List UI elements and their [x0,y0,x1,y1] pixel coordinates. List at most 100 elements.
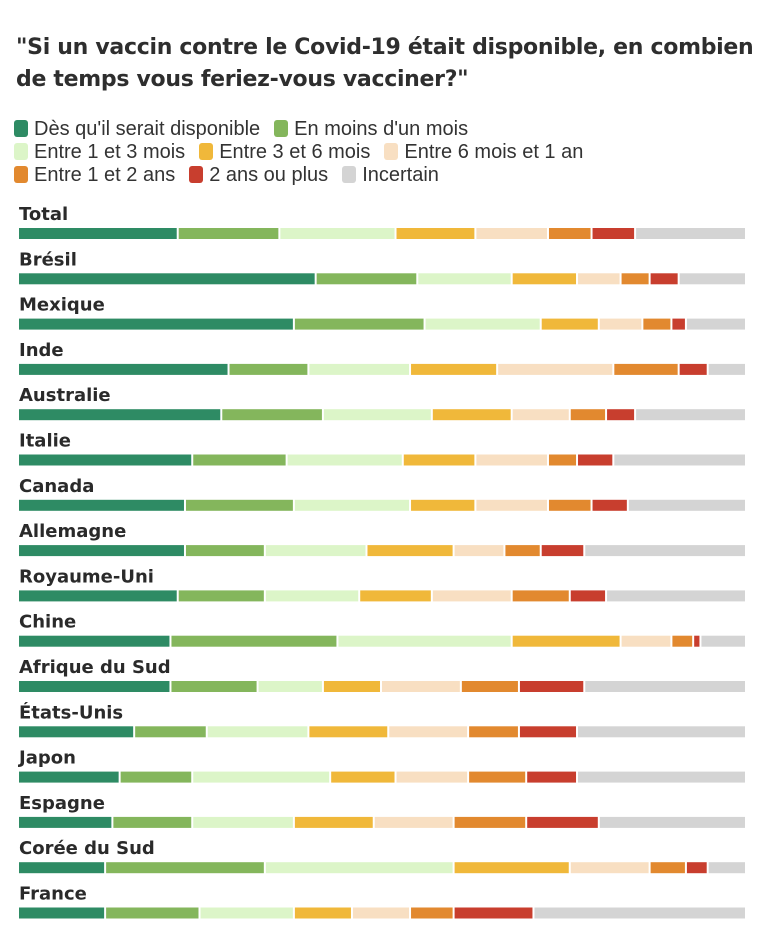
row-label: Afrique du Sud [19,657,171,678]
bar-segment [178,228,279,239]
bar-segment [171,635,337,647]
bar-segment [287,454,402,466]
bar-segment [19,228,177,239]
legend-item: Entre 1 et 2 ans [14,164,175,187]
bar-segment [686,318,745,330]
bar-segment [193,454,286,466]
bar-segment [411,499,475,511]
legend-label: Entre 1 et 3 mois [34,141,186,163]
bar-segment [309,726,388,738]
bar-segment [672,318,685,330]
bar-segment [135,726,206,738]
bar-segment [382,681,460,692]
bar-segment [476,228,547,239]
legend-swatch [199,143,214,160]
bar-segment [265,590,359,602]
bar-segment [19,363,228,375]
bar-segment [694,635,700,647]
bar-segment [469,771,526,783]
legend-swatch [14,166,28,183]
bar-segment [512,409,569,421]
bar-segment [476,454,547,466]
bar-segment [548,499,591,511]
bar-segment [323,409,431,421]
bar-segment [672,635,693,647]
bar-segment [650,273,678,285]
legend-swatch [14,120,28,137]
bar-segment [294,816,373,828]
bar-segment [578,726,745,738]
row-label: Inde [19,340,64,361]
bar-segment [323,681,380,692]
bar-segment [585,545,745,557]
bar-segment [120,771,192,783]
bar-segment [411,363,497,375]
bar-segment [628,499,745,511]
legend-swatch [342,166,357,183]
legend-swatch [384,143,399,160]
bar-segment [432,409,511,421]
bar-segment [19,409,221,421]
bar-segment [643,318,671,330]
bar-segment [636,228,745,239]
row-label: Japon [17,748,76,769]
row-label: Brésil [19,249,77,270]
row-label: Espagne [19,793,105,814]
bar-segment [607,409,635,421]
bar-segment [403,454,475,466]
row-label: Total [19,204,68,225]
bar-segment [396,228,475,239]
bar-segment [592,499,627,511]
bar-segment [200,907,293,919]
bar-segment [679,363,707,375]
bar-segment [19,318,293,330]
bar-segment [309,363,410,375]
legend-item: Incertain [342,164,439,187]
bar-segment [621,273,649,285]
bar-segment [178,590,264,602]
bar-segment [454,862,569,874]
bar-segment [19,816,112,828]
bar-segment [570,590,606,602]
bar-segment [548,454,577,466]
bar-segment [454,545,504,557]
bar-segment [171,681,257,692]
bar-segment [19,635,170,647]
bar-segment [19,907,105,919]
bar-segment [229,363,308,375]
chart-title: "Si un vaccin contre le Covid-19 était d… [16,35,754,92]
legend-label: 2 ans ou plus [209,164,329,186]
bar-segment [505,545,540,557]
bar-segment [19,862,105,874]
bar-segment [476,499,547,511]
legend-label: Entre 1 et 2 ans [34,164,176,186]
bar-segment [19,454,192,466]
bar-segment [679,273,745,285]
bar-segment [19,545,184,557]
bar-segment [614,363,678,375]
bar-segment [258,681,322,692]
bar-segment [599,816,745,828]
bar-segment [454,816,526,828]
bar-segment [185,545,264,557]
bar-segment [265,862,453,874]
legend-label: Dès qu'il serait disponible [34,118,261,140]
bar-segment [578,273,620,285]
bar-segment [512,273,577,285]
bar-segment [527,816,598,828]
bar-segment [411,907,453,919]
bar-segment [578,771,745,783]
legend-item: Entre 6 mois et 1 an [384,141,583,164]
bar-segment [280,228,395,239]
legend-label: Incertain [362,164,439,186]
bar-segment [367,545,453,557]
chart-legend: Dès qu'il serait disponible En moins d'un… [14,118,764,187]
bar-segment [19,681,170,692]
bar-segment [454,907,533,919]
bar-segment [570,409,606,421]
bar-segment [607,590,745,602]
bar-segment [621,635,671,647]
bar-segment [498,363,613,375]
bar-segment [512,635,620,647]
